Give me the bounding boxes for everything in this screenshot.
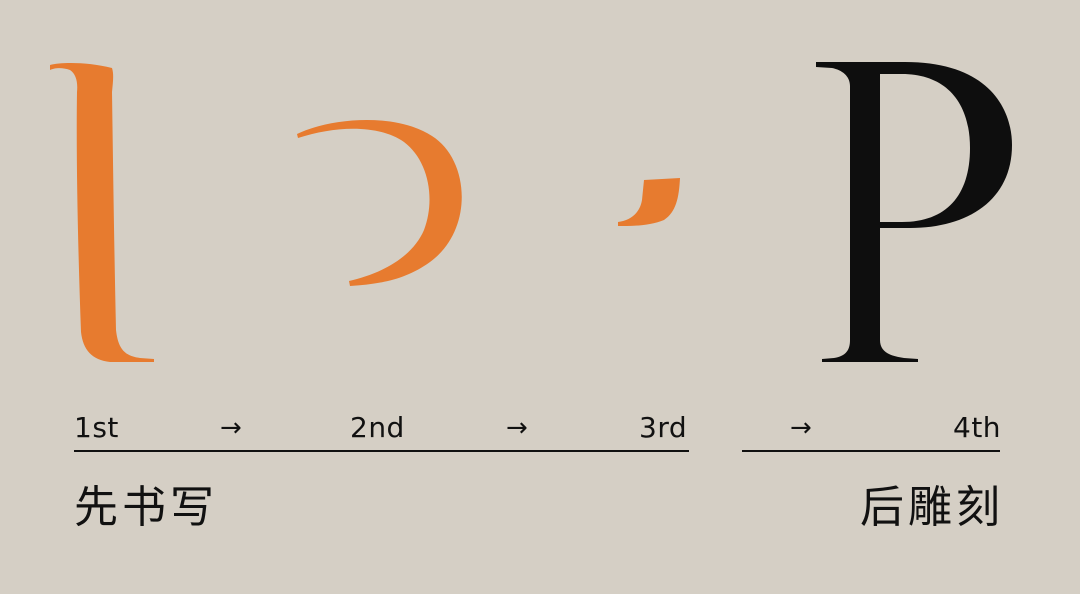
carving-phase-rule [742, 450, 1000, 452]
stroke-3-tail [618, 178, 680, 226]
step-label-4th: 4th [953, 411, 1002, 444]
caption-write-first: 先书写 [74, 482, 218, 533]
arrow-right-icon: → [506, 413, 528, 443]
stroke-2-bowl [297, 119, 462, 287]
stroke-1-stem [50, 63, 154, 362]
arrow-right-icon: → [220, 413, 242, 443]
step-label-1st: 1st [74, 411, 119, 444]
caption-carve-after: 后雕刻 [860, 482, 1004, 533]
arrow-right-icon: → [790, 413, 812, 443]
step-label-3rd: 3rd [639, 411, 688, 444]
step-label-2nd: 2nd [350, 411, 405, 444]
final-glyph-p [816, 62, 1012, 362]
writing-phase-rule [74, 450, 689, 452]
